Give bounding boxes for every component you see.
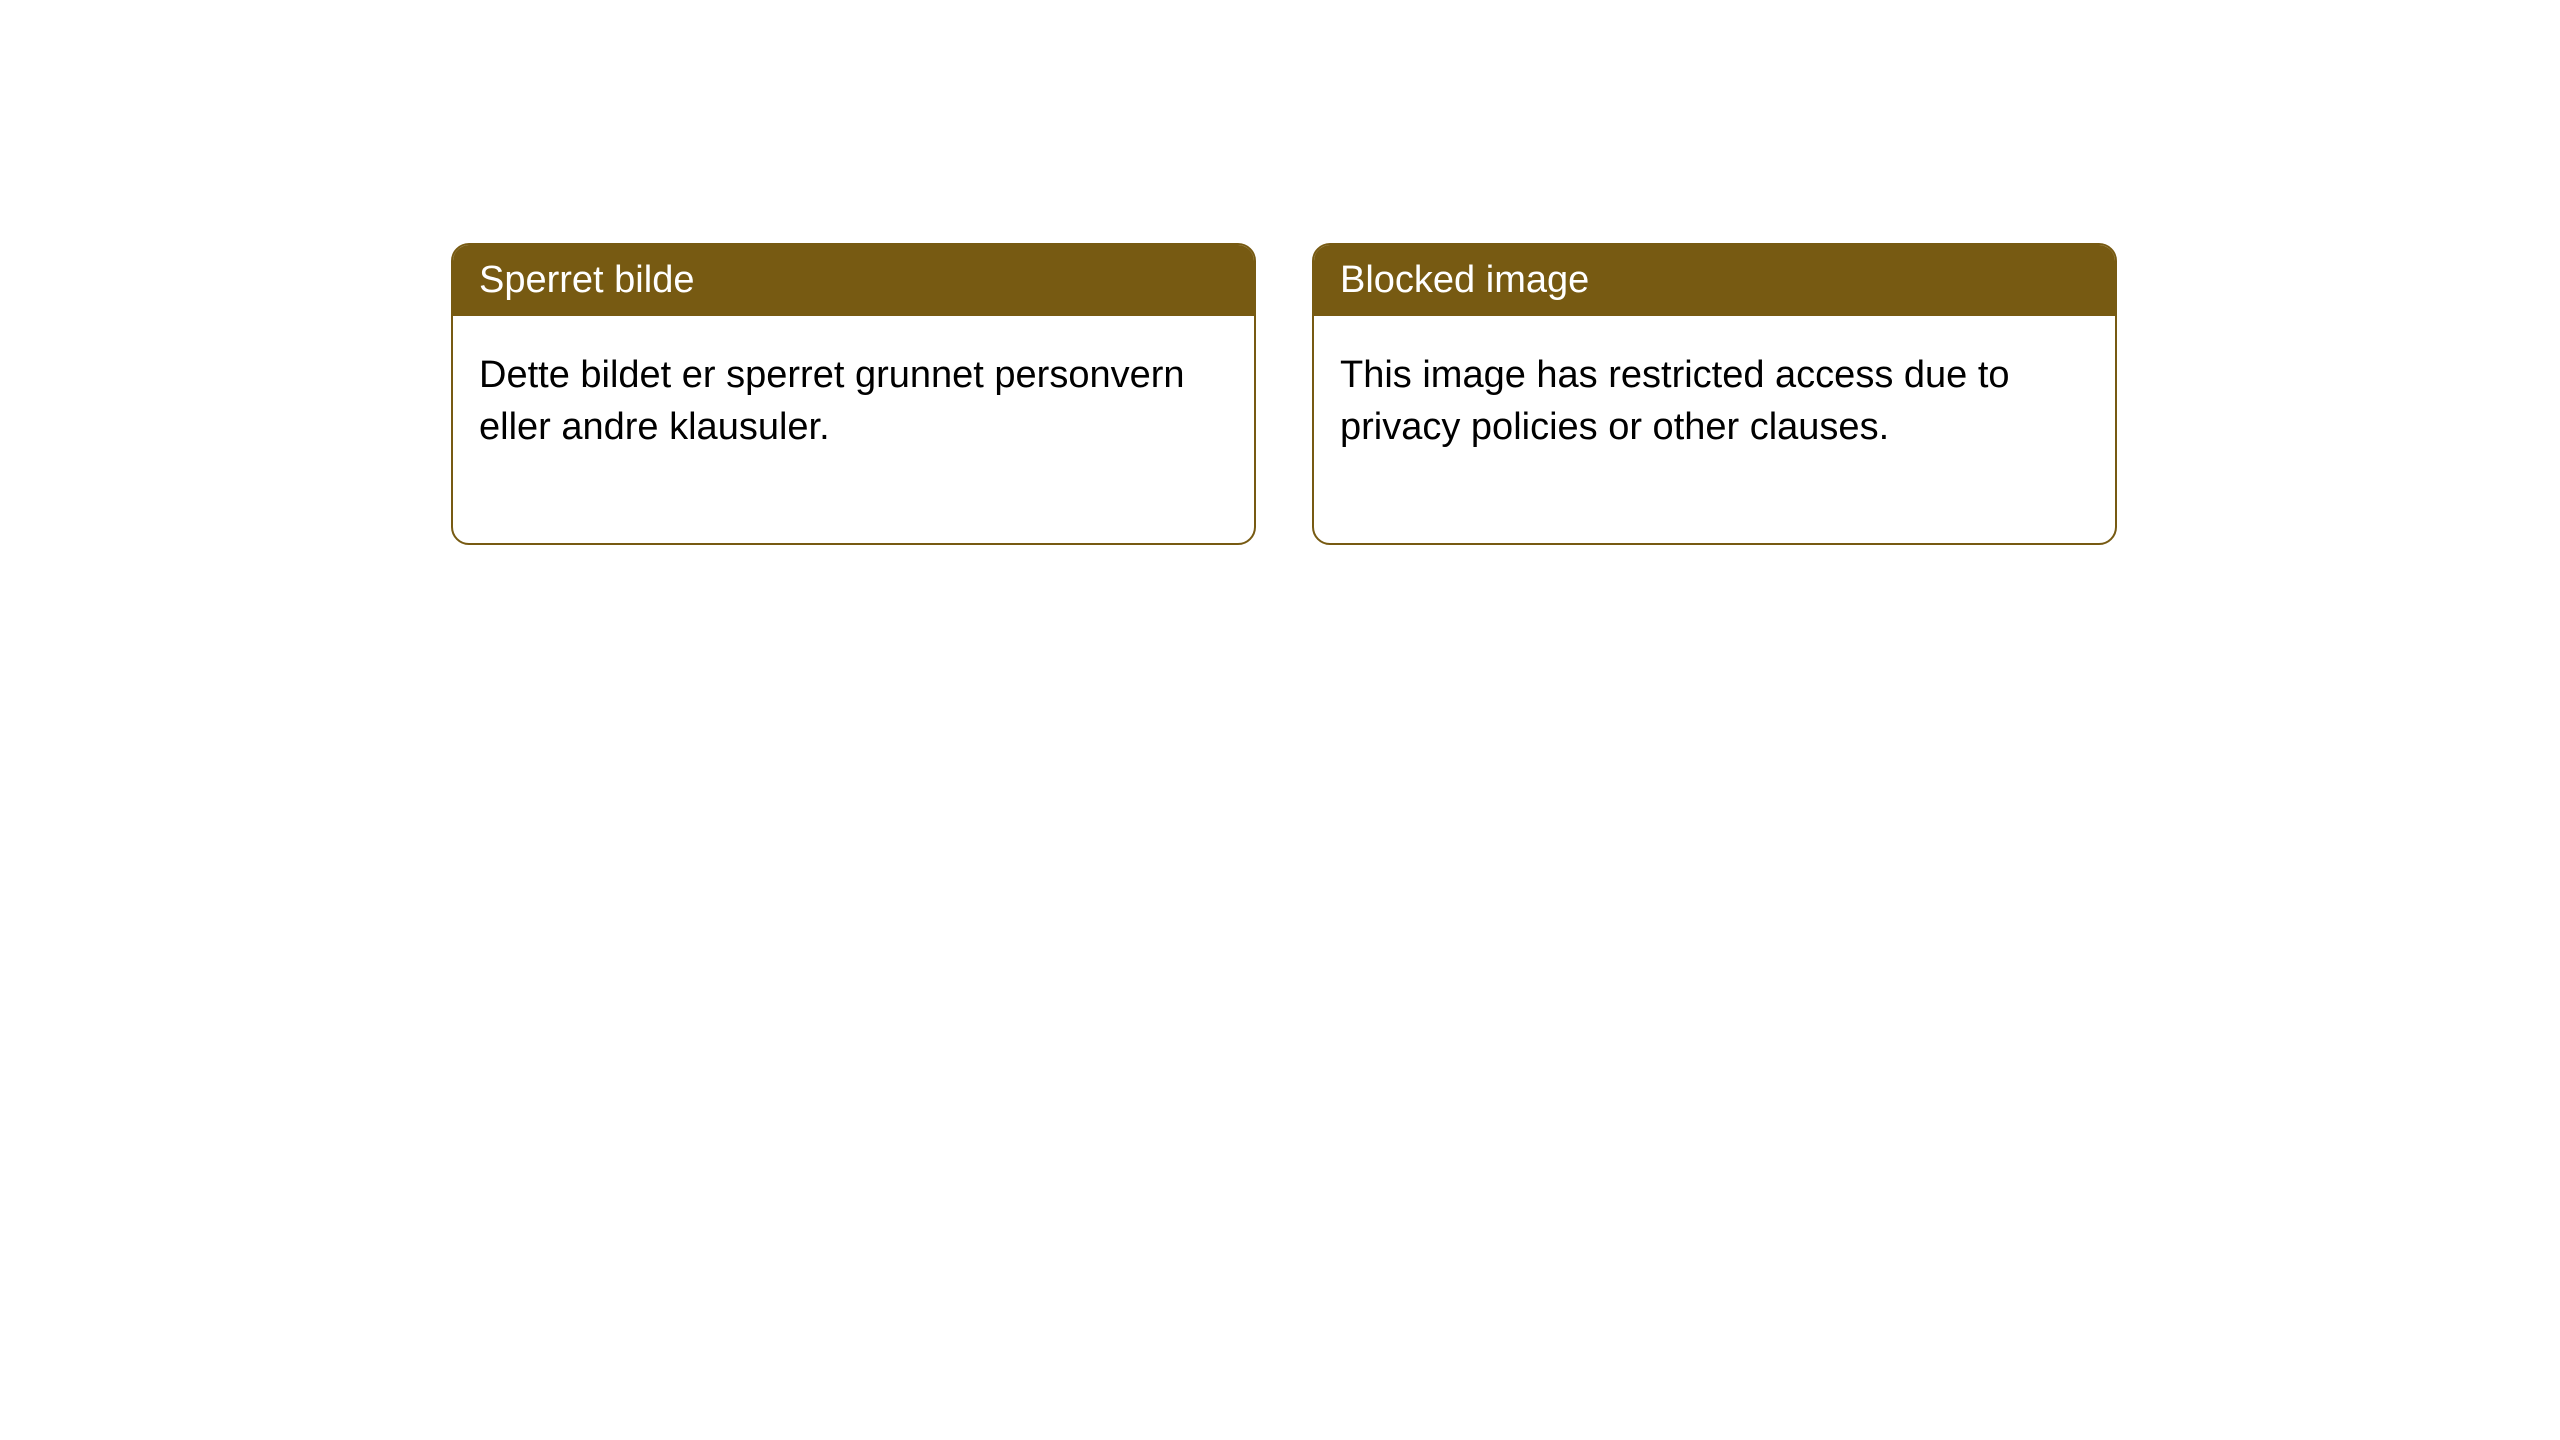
blocked-image-card-nor: Sperret bilde Dette bildet er sperret gr… bbox=[451, 243, 1256, 545]
blocked-image-card-eng: Blocked image This image has restricted … bbox=[1312, 243, 2117, 545]
card-title: Sperret bilde bbox=[479, 259, 694, 301]
card-header: Sperret bilde bbox=[453, 245, 1254, 316]
card-body: This image has restricted access due to … bbox=[1314, 316, 2115, 543]
card-header: Blocked image bbox=[1314, 245, 2115, 316]
card-title: Blocked image bbox=[1340, 259, 1589, 301]
card-body-text: Dette bildet er sperret grunnet personve… bbox=[479, 354, 1185, 448]
card-body: Dette bildet er sperret grunnet personve… bbox=[453, 316, 1254, 543]
cards-row: Sperret bilde Dette bildet er sperret gr… bbox=[0, 0, 2560, 545]
card-body-text: This image has restricted access due to … bbox=[1340, 354, 2010, 448]
